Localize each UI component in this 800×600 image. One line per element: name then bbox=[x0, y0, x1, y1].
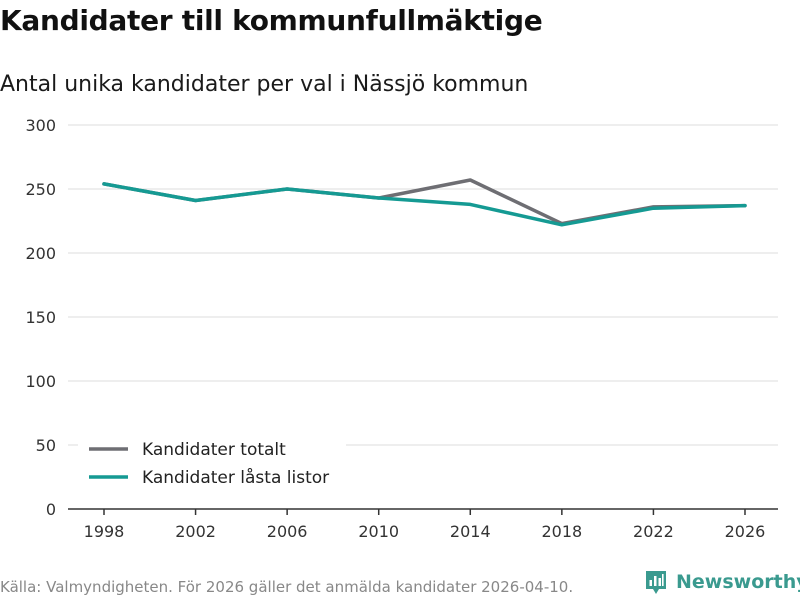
y-tick-label: 100 bbox=[25, 372, 56, 391]
chart-title: Kandidater till kommunfullmäktige bbox=[0, 4, 543, 37]
y-tick-label: 250 bbox=[25, 180, 56, 199]
source-note: Källa: Valmyndigheten. För 2026 gäller d… bbox=[0, 578, 574, 596]
x-tick-label: 1998 bbox=[84, 522, 125, 541]
series-line-locked bbox=[102, 182, 747, 227]
brand: Newsworthy bbox=[644, 569, 800, 595]
x-tick-label: 2002 bbox=[175, 522, 216, 541]
x-tick-label: 2014 bbox=[450, 522, 491, 541]
x-tick-label: 2022 bbox=[633, 522, 674, 541]
y-tick-label: 300 bbox=[25, 116, 56, 135]
legend-background bbox=[78, 436, 346, 494]
newsworthy-logo-icon bbox=[646, 571, 666, 594]
legend-label: Kandidater låsta listor bbox=[142, 467, 329, 488]
x-tick-label: 2006 bbox=[267, 522, 308, 541]
y-tick-label: 200 bbox=[25, 244, 56, 263]
y-tick-label: 50 bbox=[36, 436, 56, 455]
legend-label: Kandidater totalt bbox=[142, 440, 286, 460]
brand-name: Newsworthy bbox=[676, 571, 800, 593]
x-tick-label: 2018 bbox=[541, 522, 582, 541]
y-tick-label: 0 bbox=[46, 500, 56, 519]
x-tick-label: 2010 bbox=[358, 522, 399, 541]
chart-subtitle: Antal unika kandidater per val i Nässjö … bbox=[0, 72, 529, 97]
x-tick-label: 2026 bbox=[725, 522, 766, 541]
y-tick-label: 150 bbox=[25, 308, 56, 327]
